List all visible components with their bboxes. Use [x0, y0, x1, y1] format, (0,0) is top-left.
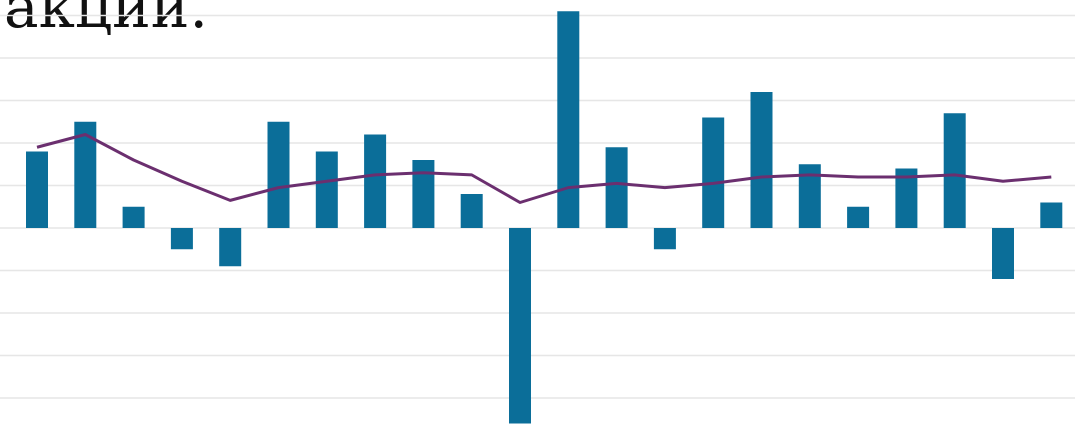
bar: [943, 113, 966, 228]
bar: [702, 117, 725, 228]
bar: [74, 121, 97, 228]
bar: [170, 228, 193, 250]
bar: [509, 228, 531, 424]
bar: [267, 121, 290, 228]
bar: [219, 228, 242, 267]
bar: [122, 206, 145, 228]
bar: [653, 228, 676, 250]
bars: [26, 11, 1063, 424]
bar: [992, 228, 1014, 279]
bar: [798, 164, 821, 228]
chart-title: акции.: [4, 0, 208, 41]
bar: [847, 206, 870, 228]
bar: [605, 147, 628, 228]
bar: [557, 11, 580, 228]
trend-line: [36, 133, 1052, 204]
bar: [1040, 202, 1063, 228]
bar: [412, 160, 435, 228]
bar: [750, 92, 773, 228]
bar: [315, 151, 338, 228]
bar: [364, 134, 387, 228]
grid-lines: [0, 14, 1075, 399]
bar: [460, 194, 483, 228]
trend-line-group: [36, 133, 1052, 204]
bar: [26, 151, 48, 228]
bar: [895, 168, 918, 228]
